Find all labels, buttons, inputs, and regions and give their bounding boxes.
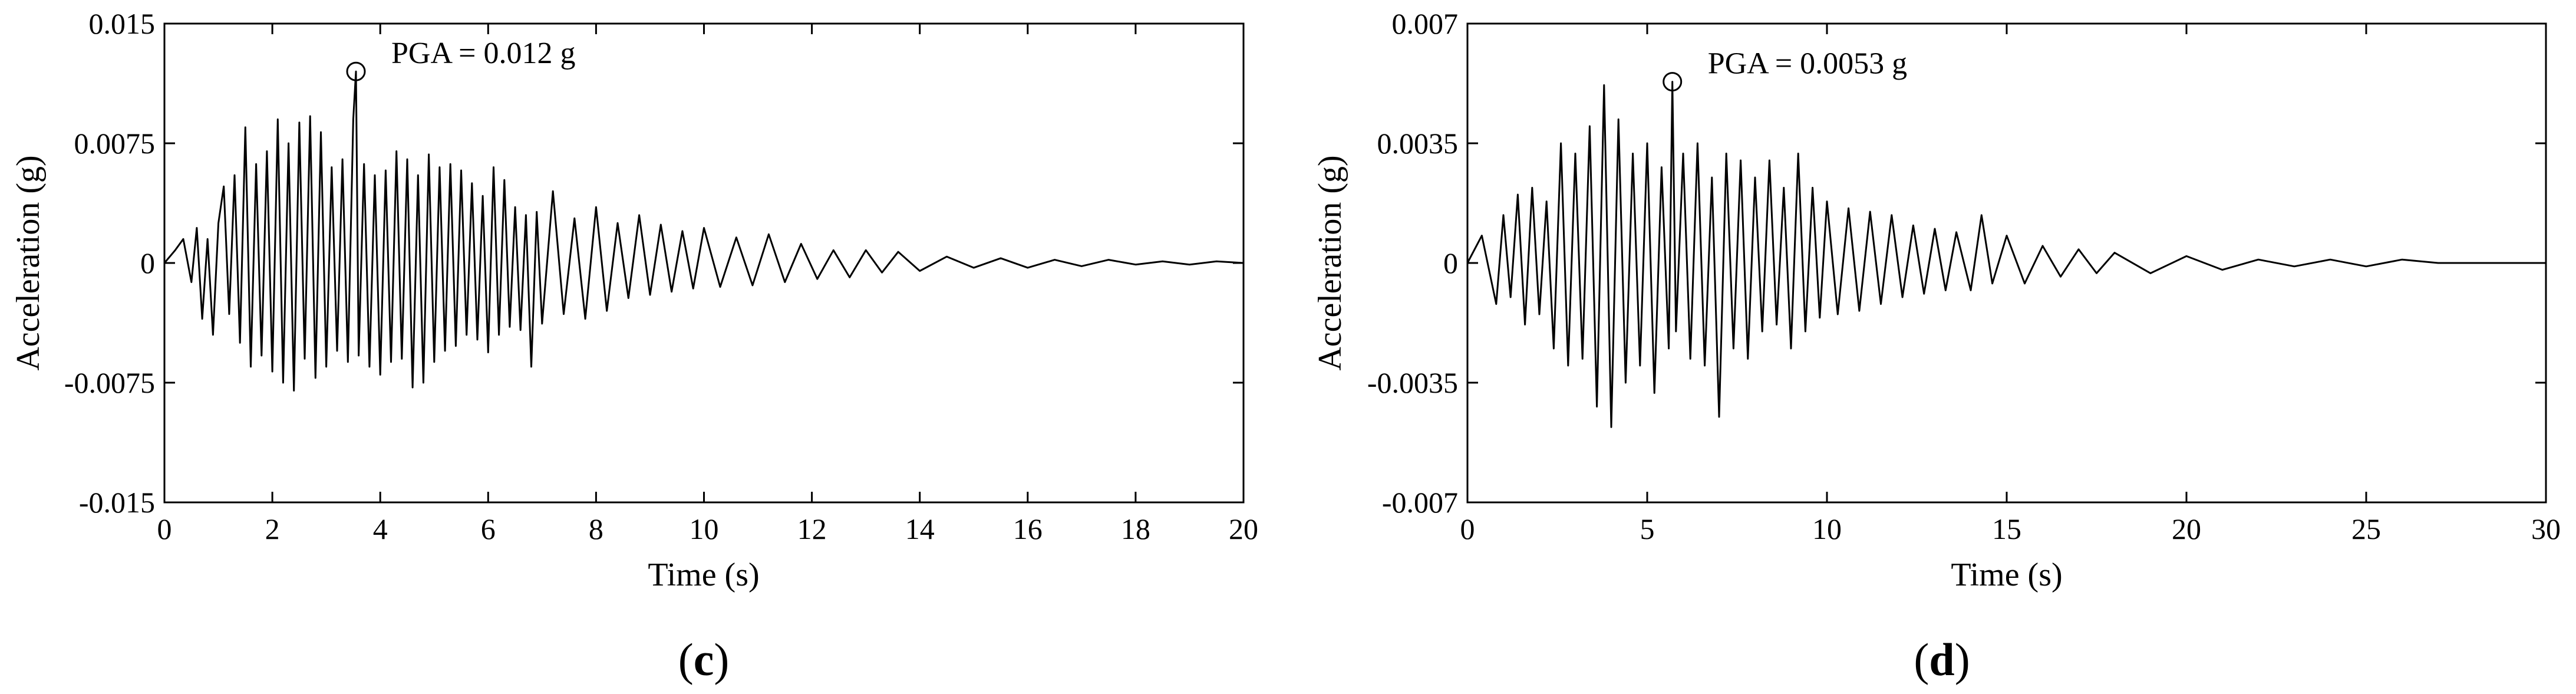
x-tick-label: 14 — [905, 512, 935, 545]
x-axis-title: Time (s) — [1951, 557, 2062, 593]
plot-frame — [163, 22, 1245, 504]
y-axis-title: Acceleration (g) — [10, 155, 47, 370]
x-tick-label: 16 — [1013, 512, 1043, 545]
x-tick-label: 0 — [157, 512, 172, 545]
x-tick-label: 6 — [481, 512, 496, 545]
x-axis-title: Time (s) — [648, 557, 759, 593]
x-tick-label: 25 — [2351, 512, 2381, 545]
x-tick-label: 5 — [1640, 512, 1655, 545]
panel-c: 0 2 4 6 8 10 12 14 16 18 20 -0.015 -0.0075 0 0.0075 0.… — [10, 7, 1258, 685]
y-tick-label: -0.015 — [79, 486, 155, 519]
panel-d: 0 5 10 15 20 25 30 -0.007 -0.0035 0 0.0035 0.007 P… — [1312, 7, 2561, 685]
x-tick-label: 10 — [1812, 512, 1842, 545]
pga-peak-marker — [1663, 72, 1683, 92]
y-tick-label: 0.015 — [89, 7, 156, 40]
x-tick-label: 10 — [690, 512, 719, 545]
x-tick-label: 4 — [373, 512, 388, 545]
x-tick-label: 18 — [1121, 512, 1150, 545]
y-axis-ticks: -0.015 -0.0075 0 0.0075 0.015 — [64, 7, 1244, 519]
pga-annotation: PGA = 0.012 g — [391, 37, 575, 70]
panel-label-d: (d) — [1914, 634, 1970, 685]
acceleration-series-line — [163, 70, 1244, 392]
x-tick-label: 0 — [1460, 512, 1475, 545]
x-tick-label: 15 — [1992, 512, 2021, 545]
x-tick-label: 30 — [2531, 512, 2561, 545]
x-tick-label: 8 — [589, 512, 603, 545]
x-tick-label: 12 — [797, 512, 827, 545]
y-axis-title: Acceleration (g) — [1312, 155, 1348, 370]
y-tick-label: -0.0075 — [64, 366, 155, 399]
x-axis-ticks: 0 2 4 6 8 10 12 14 16 18 20 — [157, 24, 1258, 545]
pga-annotation: PGA = 0.0053 g — [1708, 47, 1907, 81]
y-tick-label: 0.007 — [1392, 7, 1459, 40]
x-tick-label: 20 — [2172, 512, 2201, 545]
y-axis-ticks: -0.007 -0.0035 0 0.0035 0.007 — [1367, 7, 2546, 519]
x-tick-label: 20 — [1229, 512, 1258, 545]
y-tick-label: -0.007 — [1382, 486, 1458, 519]
y-tick-label: -0.0035 — [1367, 366, 1458, 399]
y-tick-label: 0.0035 — [1377, 127, 1459, 160]
acceleration-series-line — [1466, 81, 2546, 428]
x-tick-label: 2 — [265, 512, 280, 545]
y-tick-label: 0.0075 — [74, 127, 156, 160]
y-tick-label: 0 — [140, 246, 155, 279]
x-axis-ticks: 0 5 10 15 20 25 30 — [1460, 24, 2561, 545]
pga-peak-marker — [346, 61, 366, 81]
y-tick-label: 0 — [1443, 246, 1458, 279]
panel-label-c: (c) — [678, 634, 730, 685]
